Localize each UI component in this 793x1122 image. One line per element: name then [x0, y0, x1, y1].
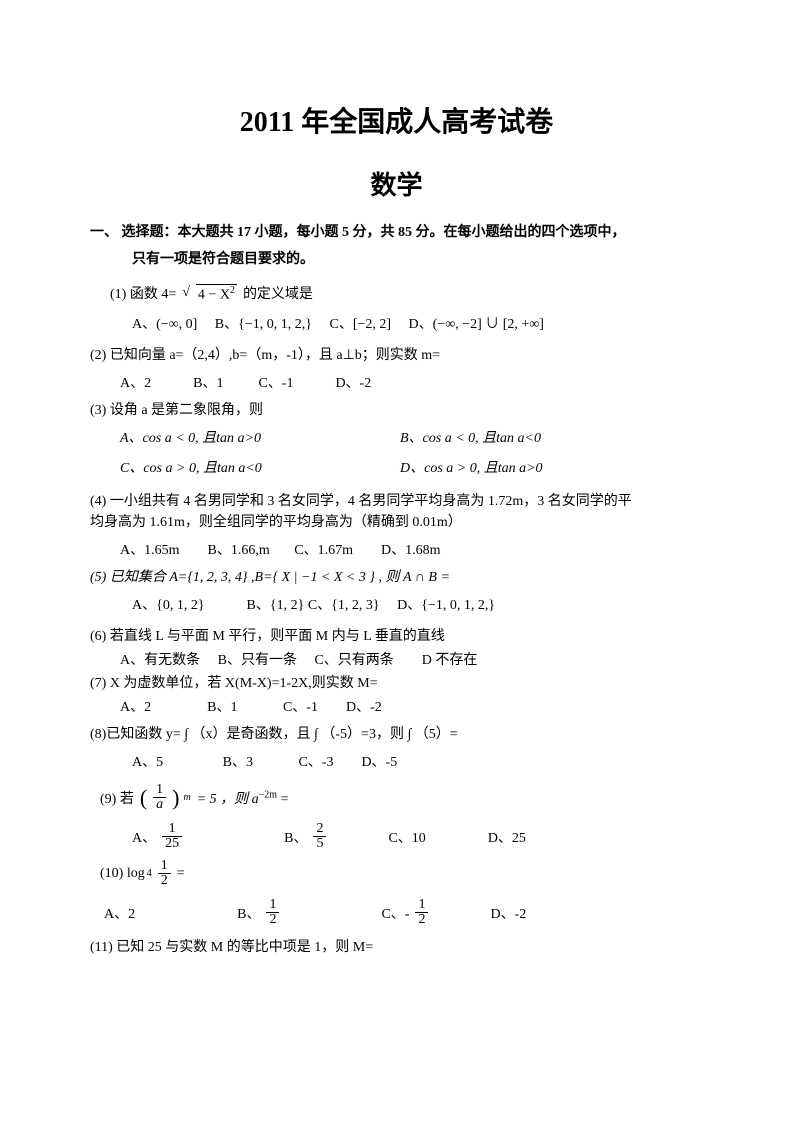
- question-4-line2: 均身高为 1.61m，则全组同学的平均身高为（精确到 0.01m）: [90, 512, 703, 533]
- q1-text: (1) 函数 4=: [110, 283, 176, 303]
- q9-exp: m: [183, 792, 190, 803]
- q10-opt-b-frac: 1 2: [266, 898, 279, 927]
- question-2: (2) 已知向量 a=（2,4）,b=（m，-1），且 a⊥b；则实数 m=: [90, 345, 703, 366]
- exam-page: 2011 年全国成人高考试卷 数学 一、 选择题：本大题共 17 小题，每小题 …: [0, 0, 793, 1024]
- question-8-options: A、5 B、3 C、-3 D、-5: [132, 751, 703, 771]
- title-main: 2011 年全国成人高考试卷: [90, 100, 703, 140]
- question-9-options: A、 1 25 B、 2 5 C、10 D、25: [132, 822, 703, 851]
- q10-opt-b-label: B、: [237, 903, 260, 923]
- q10-sub: 4: [147, 868, 152, 879]
- q3-opt-b: B、cos a < 0, 且tan a<0: [400, 427, 541, 447]
- q3-opt-d: D、cos a > 0, 且tan a>0: [400, 457, 543, 477]
- question-6: (6) 若直线 L 与平面 M 平行，则平面 M 内与 L 垂直的直线: [90, 626, 703, 647]
- q3-opt-a: A、cos a < 0, 且tan a>0: [120, 427, 400, 447]
- q9-opt-c: C、10: [388, 827, 425, 847]
- q1-tail: 的定义域是: [243, 283, 313, 303]
- question-4-line1: (4) 一小组共有 4 名男同学和 3 名女同学，4 名男同学平均身高为 1.7…: [90, 491, 703, 512]
- question-3: (3) 设角 a 是第二象限角，则: [90, 400, 703, 421]
- q9-mid: = 5 ，则 a−2m =: [197, 788, 289, 808]
- question-5: (5) 已知集合 A={1, 2, 3, 4} ,B={ X | −1 < X …: [90, 567, 703, 588]
- title-sub: 数学: [90, 165, 703, 202]
- q9-opt-a-frac: 1 25: [162, 822, 182, 851]
- q10-opt-d: D、-2: [490, 903, 526, 923]
- question-7: (7) X 为虚数单位，若 X(M-X)=1-2X,则实数 M=: [90, 673, 703, 694]
- q10-pre: (10) log: [100, 866, 145, 882]
- question-8: (8)已知函数 y= ∫ （x）是奇函数，且 ∫ （-5）=3，则 ∫ （5）=: [90, 724, 703, 745]
- section-header-line1: 一、 选择题：本大题共 17 小题，每小题 5 分，共 85 分。在每小题给出的…: [90, 222, 703, 244]
- q10-frac: 1 2: [158, 859, 171, 888]
- paren-left: (: [140, 785, 147, 811]
- question-5-options: A、{0, 1, 2} B、{1, 2} C、{1, 2, 3} D、{−1, …: [132, 594, 703, 614]
- question-1: (1) 函数 4= √ 4 − X2 的定义域是: [100, 283, 703, 303]
- question-9: (9) 若 ( 1 a ) m = 5 ，则 a−2m =: [100, 783, 703, 812]
- q10-tail: =: [177, 866, 185, 882]
- question-10: (10) log4 1 2 =: [100, 859, 703, 888]
- paren-right: ): [172, 785, 179, 811]
- question-1-options: A、(−∞, 0] B、{−1, 0, 1, 2,} C、[−2, 2] D、(…: [132, 313, 703, 333]
- q10-opt-c-label: C、-: [381, 903, 409, 923]
- question-11: (11) 已知 25 与实数 M 的等比中项是 1，则 M=: [90, 937, 703, 958]
- q9-opt-b-label: B、: [284, 827, 307, 847]
- question-2-options: A、2 B、1 C、-1 D、-2: [120, 372, 703, 392]
- q3-opt-c: C、cos a > 0, 且tan a<0: [120, 457, 400, 477]
- question-10-options: A、2 B、 1 2 C、- 1 2 D、-2: [104, 898, 703, 927]
- q9-pre: (9) 若: [100, 788, 134, 808]
- question-6-options: A、有无数条 B、只有一条 C、只有两条 D 不存在: [120, 649, 703, 669]
- section-header-line2: 只有一项是符合题目要求的。: [132, 248, 703, 268]
- q10-opt-c-frac: 1 2: [415, 898, 428, 927]
- q9-opt-b-frac: 2 5: [313, 822, 326, 851]
- q9-opt-d: D、25: [488, 827, 526, 847]
- q1-radicand: 4 − X2: [196, 284, 237, 304]
- question-7-options: A、2 B、1 C、-1 D、-2: [120, 696, 703, 716]
- question-4-options: A、1.65m B、1.66,m C、1.67m D、1.68m: [120, 539, 703, 559]
- q10-opt-a: A、2: [104, 903, 135, 923]
- q9-opt-a-label: A、: [132, 827, 156, 847]
- sqrt-symbol: √: [182, 285, 190, 301]
- q9-frac: 1 a: [153, 783, 166, 812]
